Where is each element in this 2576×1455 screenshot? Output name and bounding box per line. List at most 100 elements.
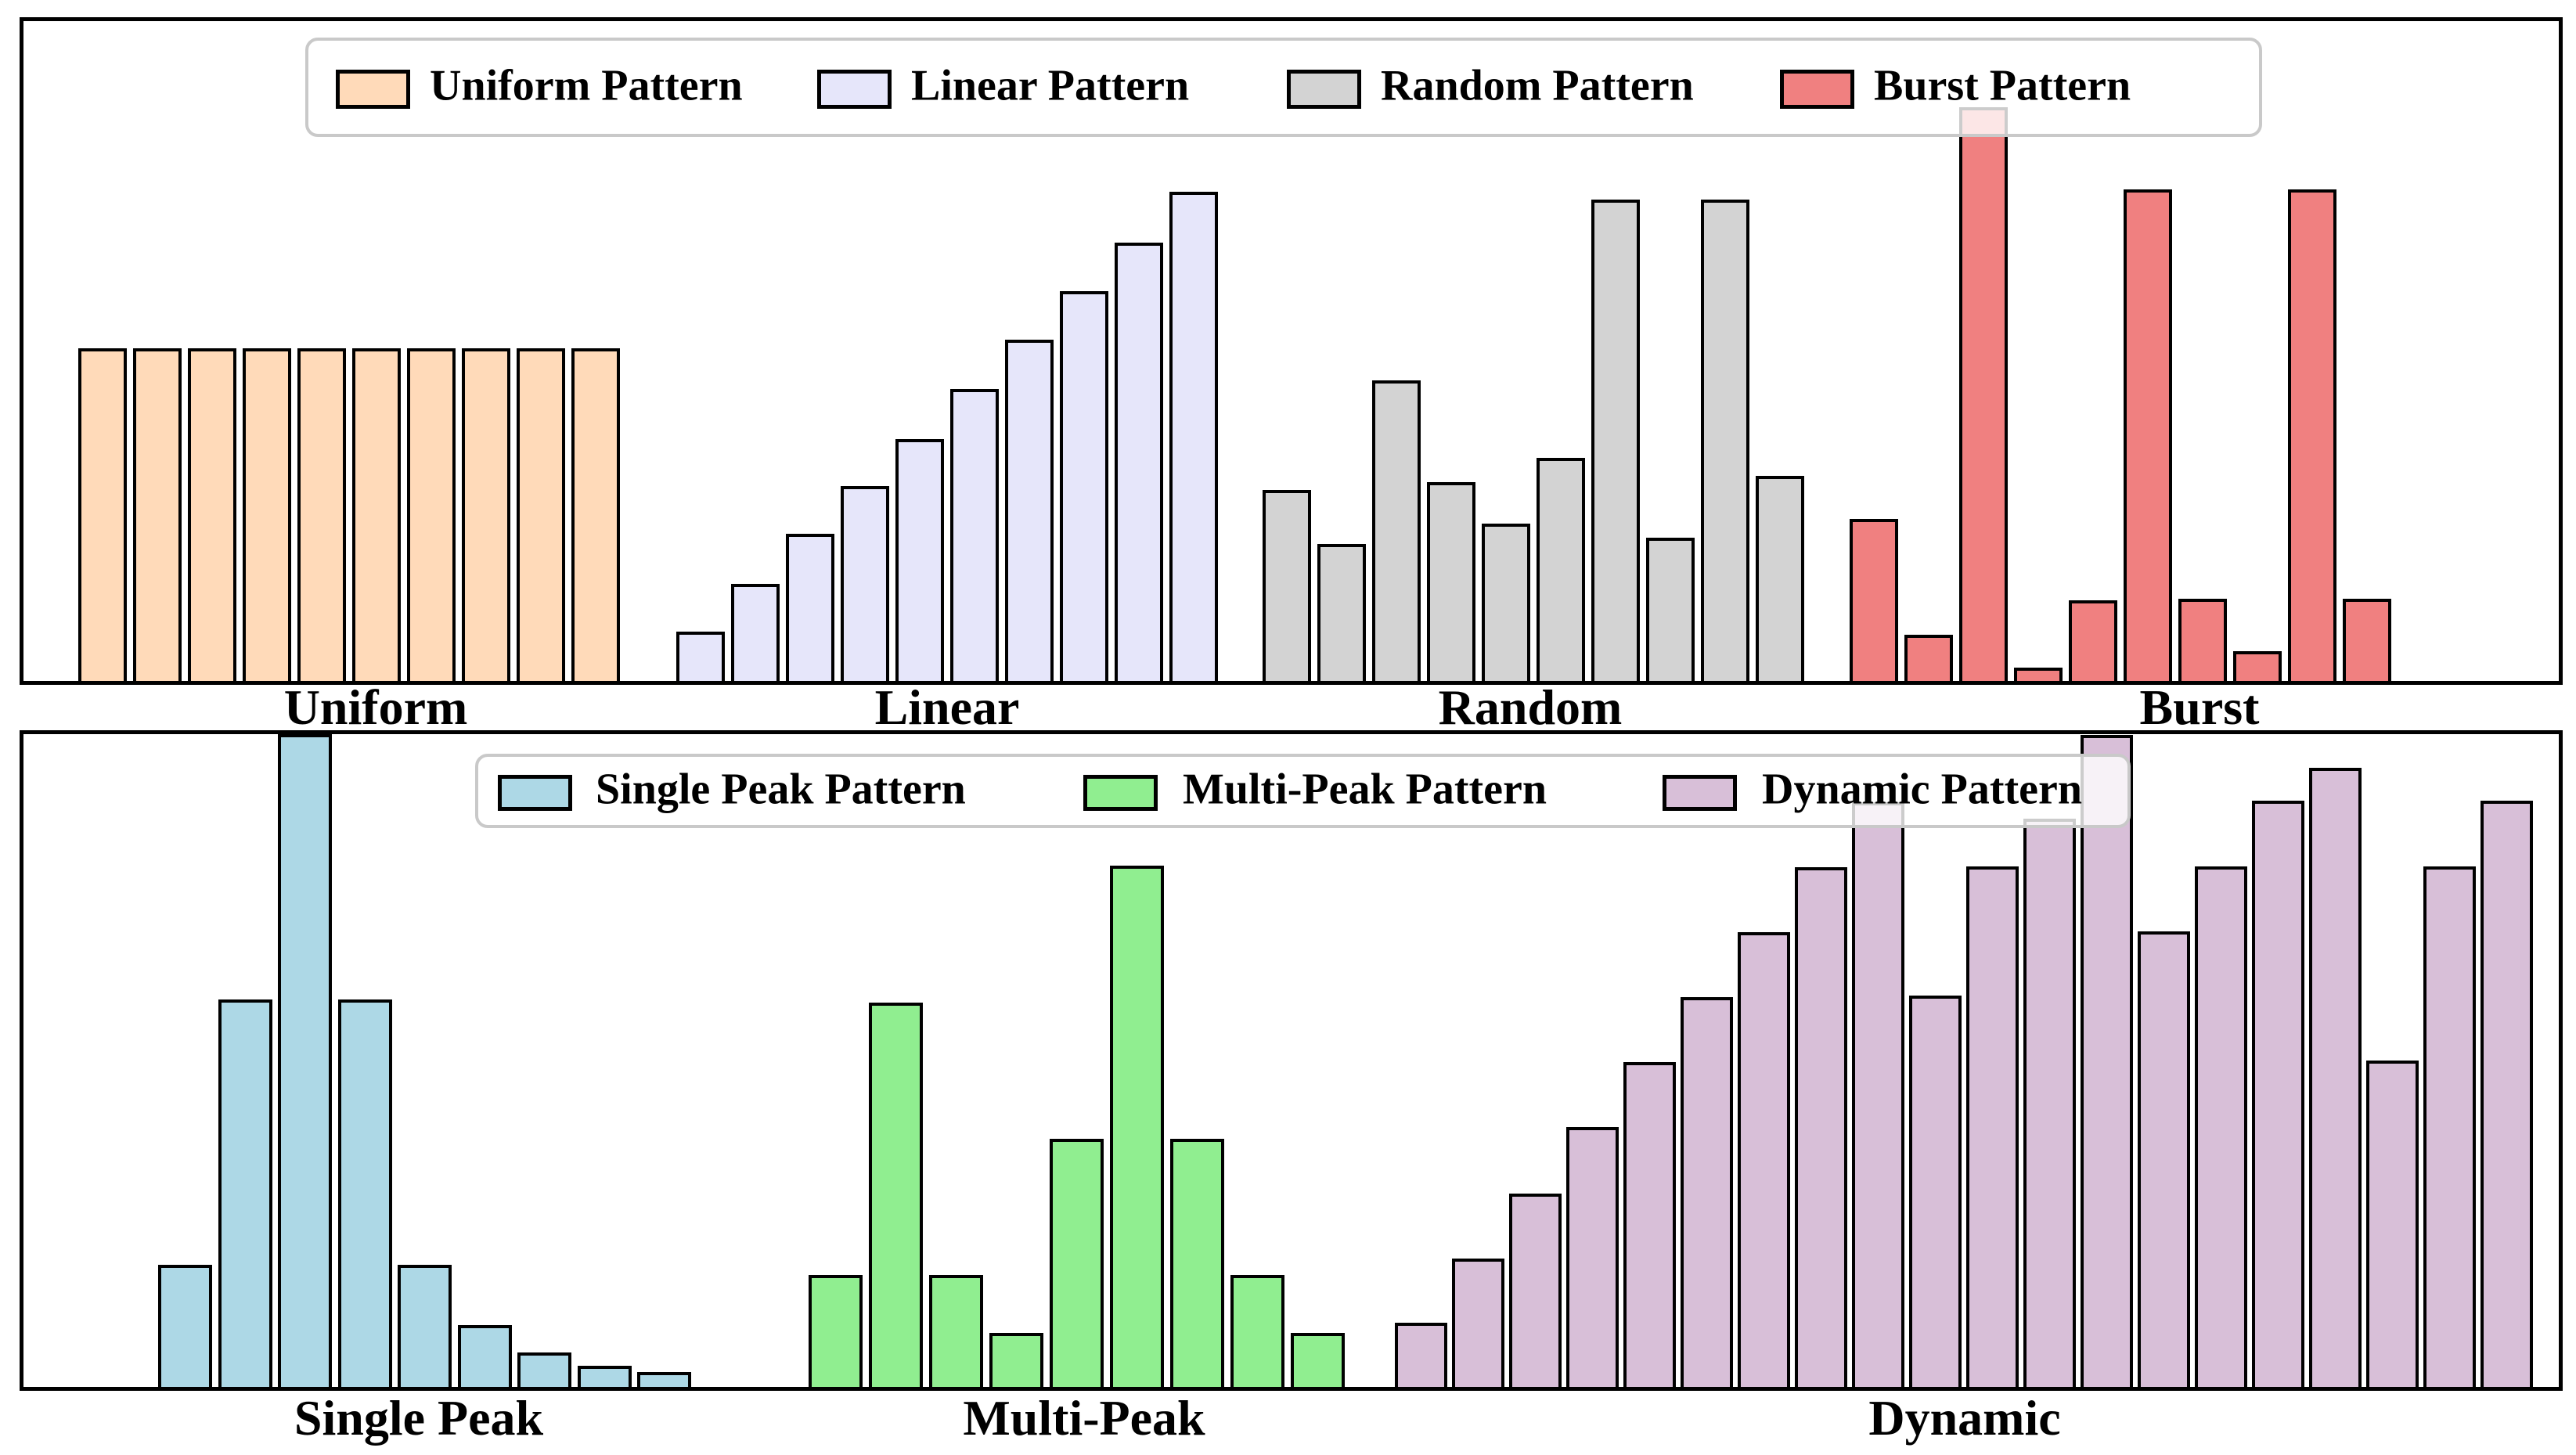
x-label-dynamic: Dynamic (1868, 1390, 2061, 1446)
bar-dynamic-3 (1509, 1194, 1562, 1387)
legend-swatch-icon (1287, 69, 1361, 109)
bar-linear-4 (841, 486, 889, 681)
bar-multi-peak-1 (809, 1274, 863, 1387)
bar-dynamic-20 (2481, 801, 2533, 1387)
legend-label: Single Peak Pattern (596, 764, 966, 813)
bar-dynamic-16 (2252, 801, 2304, 1387)
bar-dynamic-13 (2081, 734, 2133, 1387)
legend-label: Burst Pattern (1874, 60, 2131, 110)
bar-single-peak-9 (637, 1371, 691, 1387)
bar-dynamic-17 (2309, 768, 2362, 1387)
bar-multi-peak-7 (1170, 1139, 1224, 1387)
x-label-random: Random (1438, 679, 1623, 735)
bar-single-peak-2 (218, 999, 272, 1387)
bar-single-peak-6 (457, 1324, 512, 1387)
bar-single-peak-8 (577, 1366, 632, 1387)
legend-label: Random Pattern (1381, 60, 1694, 110)
bar-burst-2 (1904, 635, 1953, 681)
bar-linear-8 (1060, 290, 1108, 681)
bar-random-4 (1427, 482, 1475, 681)
bar-linear-2 (731, 584, 780, 681)
legend-label: Linear Pattern (911, 60, 1190, 110)
bar-dynamic-8 (1795, 867, 1847, 1387)
legend-label: Uniform Pattern (430, 60, 743, 110)
bar-uniform-10 (571, 348, 620, 681)
bar-burst-8 (2233, 651, 2282, 681)
bar-random-7 (1591, 200, 1640, 681)
bar-burst-6 (2124, 189, 2172, 681)
bar-random-3 (1372, 380, 1421, 681)
bar-multi-peak-9 (1291, 1332, 1345, 1387)
bar-multi-peak-4 (989, 1332, 1043, 1387)
bar-dynamic-15 (2195, 866, 2247, 1387)
bar-dynamic-19 (2423, 866, 2476, 1387)
bar-uniform-7 (407, 348, 456, 681)
legend-swatch-icon (1663, 774, 1737, 811)
bottom-panel: Single Peak Pattern Multi-Peak Pattern Dyn… (20, 730, 2563, 1391)
bar-random-8 (1646, 538, 1695, 681)
bar-burst-5 (2069, 600, 2117, 681)
bar-burst-1 (1850, 518, 1898, 681)
legend-swatch-icon (1083, 774, 1158, 811)
legend-swatch-icon (817, 69, 892, 109)
x-label-single-peak: Single Peak (294, 1390, 544, 1446)
bar-burst-7 (2178, 599, 2227, 681)
bar-dynamic-4 (1566, 1127, 1619, 1387)
bar-single-peak-3 (278, 734, 332, 1387)
bar-random-10 (1756, 475, 1804, 681)
x-label-uniform: Uniform (283, 679, 468, 735)
bar-linear-3 (786, 534, 834, 681)
bar-uniform-5 (297, 348, 346, 681)
bar-uniform-1 (78, 348, 127, 681)
bar-dynamic-18 (2366, 1061, 2419, 1387)
bar-single-peak-1 (158, 1265, 212, 1387)
bar-dynamic-5 (1623, 1061, 1676, 1387)
bottom-legend: Single Peak Pattern Multi-Peak Pattern Dyn… (475, 754, 2131, 828)
legend-swatch-icon (1780, 69, 1854, 109)
bar-dynamic-11 (1966, 866, 2019, 1387)
bar-random-5 (1482, 524, 1530, 681)
bar-random-9 (1701, 200, 1749, 681)
x-label-linear: Linear (874, 679, 1020, 735)
bar-uniform-4 (243, 348, 291, 681)
bar-linear-1 (676, 631, 725, 681)
bar-burst-10 (2343, 599, 2391, 681)
bar-uniform-3 (188, 348, 236, 681)
bar-burst-9 (2288, 189, 2336, 681)
bar-linear-5 (895, 438, 944, 681)
bar-dynamic-12 (2023, 819, 2076, 1387)
legend-label: Multi-Peak Pattern (1183, 764, 1547, 813)
bar-dynamic-6 (1681, 997, 1733, 1387)
x-label-burst: Burst (2139, 679, 2260, 735)
bar-uniform-6 (352, 348, 401, 681)
bar-linear-10 (1169, 192, 1218, 681)
bar-dynamic-2 (1452, 1258, 1504, 1387)
top-legend: Uniform Pattern Linear Pattern Random Patt… (305, 38, 2262, 137)
bar-dynamic-9 (1852, 801, 1904, 1387)
legend-swatch-icon (498, 774, 572, 811)
bar-uniform-9 (517, 348, 565, 681)
bar-dynamic-1 (1395, 1323, 1447, 1387)
bar-linear-9 (1115, 243, 1163, 681)
bar-burst-3 (1959, 106, 2008, 681)
bar-multi-peak-3 (929, 1274, 983, 1387)
bar-dynamic-7 (1738, 931, 1790, 1387)
bar-dynamic-10 (1909, 995, 1962, 1387)
bar-uniform-2 (133, 348, 182, 681)
bar-multi-peak-6 (1110, 865, 1164, 1387)
legend-swatch-icon (336, 69, 410, 109)
bar-linear-7 (1005, 340, 1054, 681)
bar-single-peak-4 (337, 999, 392, 1387)
bar-random-6 (1537, 458, 1585, 681)
bar-single-peak-7 (517, 1352, 571, 1387)
bar-multi-peak-2 (869, 1002, 923, 1387)
bar-random-2 (1317, 543, 1366, 681)
bar-random-1 (1263, 489, 1311, 681)
bar-multi-peak-5 (1050, 1139, 1104, 1387)
x-label-multi-peak: Multi-Peak (963, 1390, 1205, 1446)
bar-multi-peak-8 (1230, 1274, 1284, 1387)
legend-label: Dynamic Pattern (1762, 764, 2083, 813)
bar-single-peak-5 (398, 1265, 452, 1387)
top-panel: Uniform Pattern Linear Pattern Random Patt… (20, 17, 2563, 685)
